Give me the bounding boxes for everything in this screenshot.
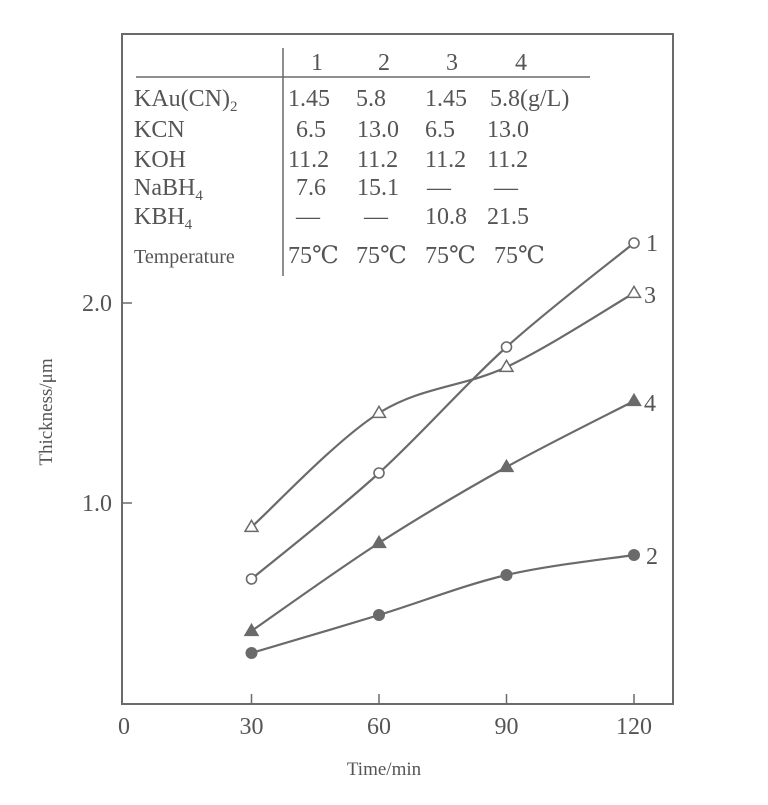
table-cell: 75℃ [288,243,339,269]
table-row-label: KBH4 [134,204,193,233]
marker-filled-triangle [626,392,642,407]
x-tick-label: 0 [118,714,130,740]
table-col-header: 2 [378,50,390,76]
x-tick-label: 120 [616,714,652,740]
marker-open-circle [373,467,385,479]
table-cell: 5.8 [356,86,386,112]
series-label-1: 1 [646,231,658,257]
table-cell: 6.5 [425,117,455,143]
x-tick-label: 60 [367,714,391,740]
marker-filled-triangle [243,622,260,637]
series-markers [243,237,642,659]
plot-frame [121,33,674,705]
table-cell: 7.6 [296,175,326,201]
table-row-label: KOH [134,147,186,173]
marker-filled-circle [245,647,258,659]
marker-filled-triangle [498,458,515,473]
table-row-label: NaBH4 [134,175,203,204]
inset-table: 1 2 3 4 KAu(CN)2 1.45 5.8 1.45 5.8(g/L) KCN 6.5 13.… [134,48,590,276]
table-cell: 10.8 [425,204,467,230]
y-axis-label: Thickness/μm [36,358,57,466]
series-label-2: 2 [646,544,658,570]
axes: 0 30 60 90 120 1.0 2.0 [82,291,652,740]
table-cell: — [493,175,519,201]
table-cell: 11.2 [288,147,329,173]
table-col-header: 4 [515,50,527,76]
table-cell: — [426,175,452,201]
table-cell: 5.8(g/L) [490,86,569,112]
marker-open-triangle [371,404,387,419]
marker-filled-circle [373,609,385,621]
marker-filled-circle [500,569,513,581]
table-cell: 21.5 [487,204,529,230]
table-cell: 13.0 [357,117,399,143]
series-label-4: 4 [644,391,656,417]
marker-open-circle [628,237,640,249]
frame-border [121,33,674,705]
x-axis-label: Time/min [347,759,422,780]
marker-open-circle [245,573,258,585]
table-col-header: 1 [311,50,323,76]
series-lines [250,242,635,655]
table-col-header: 3 [446,50,458,76]
table-cell: 15.1 [357,175,399,201]
series-label-3: 3 [644,283,656,309]
table-cell: — [363,204,389,230]
table-cell: 6.5 [296,117,326,143]
marker-open-circle [500,341,513,353]
y-tick-label: 1.0 [82,491,112,517]
series-line-4 [250,400,635,632]
table-row-label: KAu(CN)2 [134,86,238,115]
marker-open-triangle [626,284,642,299]
marker-filled-triangle [371,534,387,549]
table-cell: 1.45 [425,86,467,112]
marker-open-triangle [243,518,260,533]
series-labels: 1 2 3 4 [644,231,658,570]
x-tick-label: 90 [495,714,519,740]
table-cell: 11.2 [487,147,528,173]
series-line-2 [251,553,635,655]
table-cell: 11.2 [425,147,466,173]
table-cell: 75℃ [425,243,476,269]
marker-filled-circle [628,549,640,561]
series-line-1 [250,242,635,580]
table-cell: — [295,204,321,230]
table-row-label: KCN [134,117,185,143]
x-tick-label: 30 [240,714,264,740]
table-row-label: Temperature [134,246,235,268]
marker-open-triangle [498,358,515,373]
table-cell: 13.0 [487,117,529,143]
table-cell: 75℃ [356,243,407,269]
table-cell: 75℃ [494,243,545,269]
table-cell: 11.2 [357,147,398,173]
y-tick-label: 2.0 [82,291,112,317]
table-cell: 1.45 [288,86,330,112]
series-line-3 [250,292,635,528]
